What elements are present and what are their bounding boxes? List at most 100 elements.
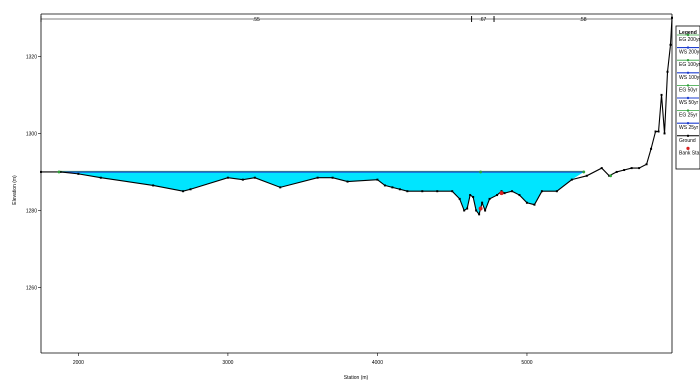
legend-label: EG 100yr [679,62,700,68]
y-tick-label: 1260 [26,286,37,292]
legend-label: WS 25yr [679,125,699,131]
ground-point [472,195,475,198]
ground-point [660,93,663,96]
bank-station-marker [478,206,483,211]
ground-point [663,132,666,135]
ground-point [585,174,588,177]
legend-items: EG 200yr WS 200yr EG 100yr WS 100yr EG 50yr W… [677,33,700,156]
legend-swatch-marker [686,84,690,87]
ground-point [533,203,536,206]
water-fill [58,171,584,215]
ground-point [466,207,469,210]
ground-point [391,186,394,189]
y-tick-layer: 1260 1280 1300 1320 [26,54,41,292]
eg-marker [479,170,483,174]
ground-point [669,43,672,46]
ground-point [511,190,514,193]
ground-point [77,172,80,175]
ground-point [226,176,229,179]
legend-label: Bank Sta [679,150,700,156]
legend-swatch-marker [686,96,690,100]
x-tick-label: 5000 [521,360,532,366]
ground-point [484,209,487,212]
y-tick-label: 1300 [26,131,37,137]
ground-point [383,184,386,187]
x-tick-layer: 2000 3000 4000 5000 [73,353,533,366]
ground-point [481,201,484,204]
eg-marker [582,170,586,174]
ground-point [608,174,611,177]
x-tick-label: 4000 [372,360,383,366]
ground-point [241,178,244,181]
ground-point [253,176,256,179]
ground-point [496,194,499,197]
marker-layer [57,170,613,211]
eg-marker [57,170,61,174]
y-tick-label: 1320 [26,54,37,60]
ground-point [458,197,461,200]
y-axis-title: Elevation (m) [12,175,18,205]
ground-point [657,130,660,133]
legend-swatch-marker [686,46,690,49]
ground-point [525,201,528,204]
ground-point [182,190,185,193]
legend-label: WS 50yr [679,100,699,106]
ground-point [630,167,633,170]
reach-label: .55 [253,17,260,23]
ground-point [478,213,481,216]
ground-point [600,167,603,170]
legend-label: Ground [679,138,696,144]
ground-point [488,197,491,200]
legend-swatch-marker [686,146,690,150]
water-layer [58,170,584,215]
ground-point [316,176,319,179]
legend-label: WS 100yr [679,75,700,81]
legend-label: EG 25yr [679,113,698,119]
ground-point [436,190,439,193]
legend-swatch-marker [686,122,690,125]
legend-swatch-marker [686,33,690,37]
ground-point [650,147,653,150]
ground-point [518,194,521,197]
legend-label: EG 200yr [679,37,700,43]
legend-swatch-marker [686,109,690,112]
ground-point [623,169,626,172]
x-tick-label: 2000 [73,360,84,366]
legend-swatch-marker [686,71,690,75]
ground-point [406,190,409,193]
legend-swatch-marker [686,59,690,62]
ground-point [279,186,282,189]
ground-point [152,184,155,187]
ground-point [475,209,478,212]
ground-point [654,130,657,133]
ground-point [421,190,424,193]
x-axis-title: Station (m) [344,375,369,381]
y-tick-label: 1280 [26,208,37,214]
ground-point [666,70,669,73]
ground-point [469,194,472,197]
ground-point [189,188,192,191]
ground-point [638,167,641,170]
ground-point [451,190,454,193]
ground-point [570,178,573,181]
ground-point [99,176,102,179]
legend-swatch-marker [687,134,689,137]
reach-layer: .55 .67 .58 [40,16,673,23]
ground-point [398,188,401,191]
legend-title: Legend [679,30,697,36]
ground-point [331,176,334,179]
bank-station-marker [499,191,504,196]
ground-point [645,163,648,166]
legend-label: EG 50yr [679,87,698,93]
ground-point [503,192,506,195]
legend-label: WS 200yr [679,50,700,56]
reach-label: .67 [479,17,486,23]
ground-point [463,209,466,212]
ground-point [555,190,558,193]
ground-point [59,170,62,173]
ground-point [540,190,543,193]
reach-label: .58 [580,17,587,23]
